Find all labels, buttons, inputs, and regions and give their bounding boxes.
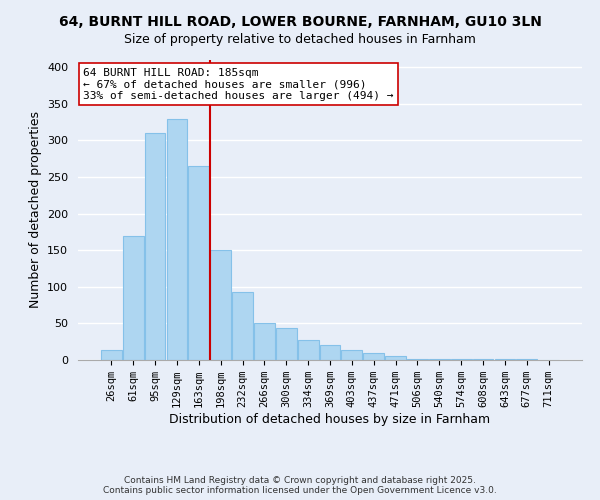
Bar — [320, 344, 340, 360]
Bar — [341, 350, 362, 360]
Bar — [298, 340, 319, 360]
Bar — [407, 358, 428, 360]
Bar — [145, 133, 166, 360]
X-axis label: Distribution of detached houses by size in Farnham: Distribution of detached houses by size … — [169, 413, 491, 426]
Bar — [385, 356, 406, 360]
Bar — [101, 350, 122, 360]
Bar — [123, 236, 143, 360]
Text: 64, BURNT HILL ROAD, LOWER BOURNE, FARNHAM, GU10 3LN: 64, BURNT HILL ROAD, LOWER BOURNE, FARNH… — [59, 15, 541, 29]
Text: Size of property relative to detached houses in Farnham: Size of property relative to detached ho… — [124, 32, 476, 46]
Text: Contains HM Land Registry data © Crown copyright and database right 2025.
Contai: Contains HM Land Registry data © Crown c… — [103, 476, 497, 495]
Bar — [167, 118, 187, 360]
Y-axis label: Number of detached properties: Number of detached properties — [29, 112, 41, 308]
Bar — [210, 250, 231, 360]
Text: 64 BURNT HILL ROAD: 185sqm
← 67% of detached houses are smaller (996)
33% of sem: 64 BURNT HILL ROAD: 185sqm ← 67% of deta… — [83, 68, 394, 100]
Bar — [188, 166, 209, 360]
Bar — [276, 328, 296, 360]
Bar — [254, 324, 275, 360]
Bar — [232, 292, 253, 360]
Bar — [364, 352, 384, 360]
